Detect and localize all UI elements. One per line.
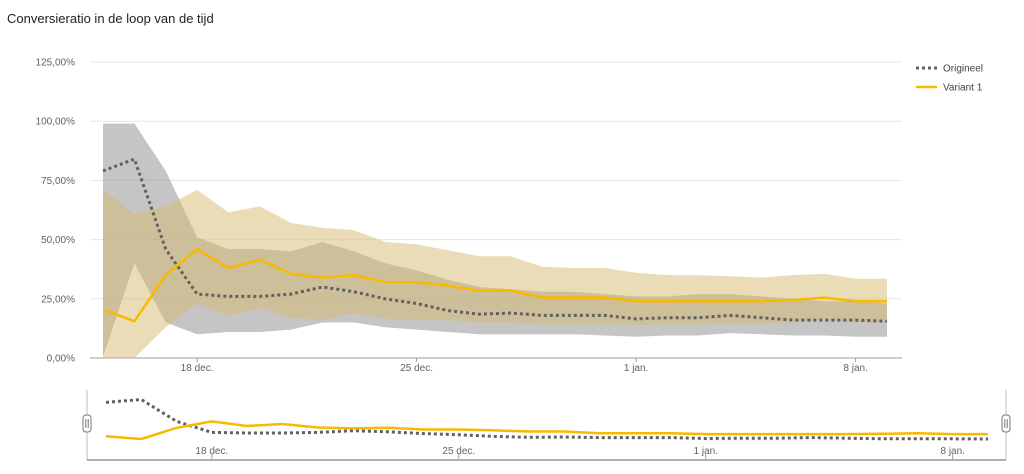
- x-tick-label: 18 dec.: [181, 363, 214, 374]
- legend-label: Origineel: [943, 64, 983, 75]
- x-tick-label: 1 jan.: [624, 363, 648, 374]
- y-tick-label: 25,00%: [41, 294, 75, 305]
- y-tick-label: 100,00%: [36, 117, 76, 128]
- origineel-line: [102, 157, 888, 323]
- navigator-x-tick-label: 18 dec.: [195, 446, 228, 457]
- navigator-right-handle[interactable]: [1001, 414, 1011, 433]
- navigator-x-tick-label: 8 jan.: [940, 446, 964, 457]
- navigator-x-tick-label: 1 jan.: [694, 446, 718, 457]
- navigator-x-tick-label: 25 dec.: [442, 446, 475, 457]
- navigator-left-handle[interactable]: [82, 414, 92, 433]
- navigator-variant-1-line: [105, 420, 988, 441]
- x-tick-label: 8 jan.: [843, 363, 867, 374]
- x-tick-label: 25 dec.: [400, 363, 433, 374]
- legend-label: Variant 1: [943, 83, 983, 94]
- y-tick-label: 125,00%: [36, 58, 76, 69]
- y-tick-label: 75,00%: [41, 176, 75, 187]
- chart-title: Conversieratio in de loop van de tijd: [7, 11, 214, 26]
- y-tick-label: 50,00%: [41, 235, 75, 246]
- y-tick-label: 0,00%: [47, 354, 75, 365]
- variant-1-line: [102, 247, 887, 323]
- variant-1-confidence-band: [103, 189, 887, 358]
- handle-grip: [82, 414, 92, 433]
- handle-grip: [1001, 414, 1011, 433]
